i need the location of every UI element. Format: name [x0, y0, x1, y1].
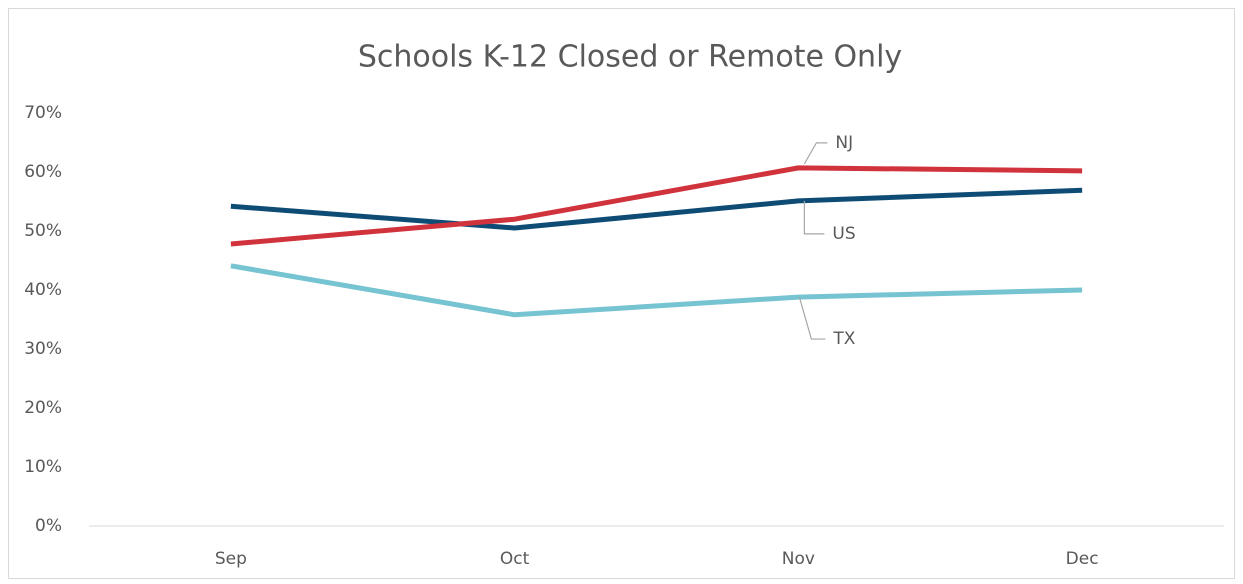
y-tick-label: 30%	[24, 339, 62, 359]
y-tick-label: 70%	[24, 103, 62, 123]
y-tick-label: 50%	[24, 221, 62, 241]
chart-frame	[8, 8, 1235, 579]
series-label: US	[832, 224, 855, 244]
series-line	[230, 263, 1083, 318]
x-tick-label: Oct	[500, 549, 530, 569]
series-label: TX	[832, 329, 855, 349]
y-tick-label: 20%	[24, 398, 62, 418]
series-label: NJ	[835, 133, 853, 153]
callout-leader	[803, 200, 825, 235]
y-tick-label: 40%	[24, 280, 62, 300]
callout-leader	[803, 142, 828, 165]
y-tick-label: 0%	[35, 516, 62, 536]
callout-leader	[798, 296, 826, 340]
series-line	[230, 165, 1083, 247]
series-line	[230, 187, 1083, 231]
x-tick-label: Sep	[215, 549, 247, 569]
y-tick-label: 60%	[24, 162, 62, 182]
x-tick-label: Dec	[1066, 549, 1099, 569]
y-tick-label: 10%	[24, 457, 62, 477]
chart-title: Schools K-12 Closed or Remote Only	[358, 40, 902, 75]
x-tick-label: Nov	[782, 549, 815, 569]
